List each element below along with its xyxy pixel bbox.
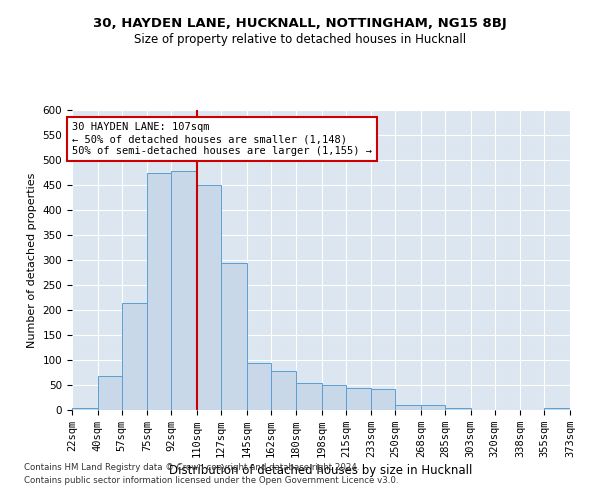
Bar	[421, 405, 445, 410]
Bar	[247, 362, 271, 410]
Bar	[172, 171, 197, 410]
Y-axis label: Number of detached properties: Number of detached properties	[27, 172, 37, 348]
Bar	[544, 408, 570, 410]
Text: Contains public sector information licensed under the Open Government Licence v3: Contains public sector information licen…	[24, 476, 398, 485]
Text: 30 HAYDEN LANE: 107sqm
← 50% of detached houses are smaller (1,148)
50% of semi-: 30 HAYDEN LANE: 107sqm ← 50% of detached…	[72, 122, 372, 156]
Bar	[147, 172, 172, 410]
Bar	[296, 382, 322, 410]
Text: Contains HM Land Registry data © Crown copyright and database right 2024.: Contains HM Land Registry data © Crown c…	[24, 464, 359, 472]
Text: 30, HAYDEN LANE, HUCKNALL, NOTTINGHAM, NG15 8BJ: 30, HAYDEN LANE, HUCKNALL, NOTTINGHAM, N…	[93, 18, 507, 30]
Bar	[122, 302, 147, 410]
Bar	[395, 404, 421, 410]
Bar	[445, 408, 470, 410]
X-axis label: Distribution of detached houses by size in Hucknall: Distribution of detached houses by size …	[169, 464, 473, 477]
Bar	[197, 185, 221, 410]
Bar	[271, 371, 296, 410]
Bar	[221, 262, 247, 410]
Bar	[371, 389, 395, 410]
Bar	[98, 376, 122, 410]
Bar	[72, 408, 98, 410]
Bar	[346, 388, 371, 410]
Bar	[322, 385, 346, 410]
Text: Size of property relative to detached houses in Hucknall: Size of property relative to detached ho…	[134, 32, 466, 46]
